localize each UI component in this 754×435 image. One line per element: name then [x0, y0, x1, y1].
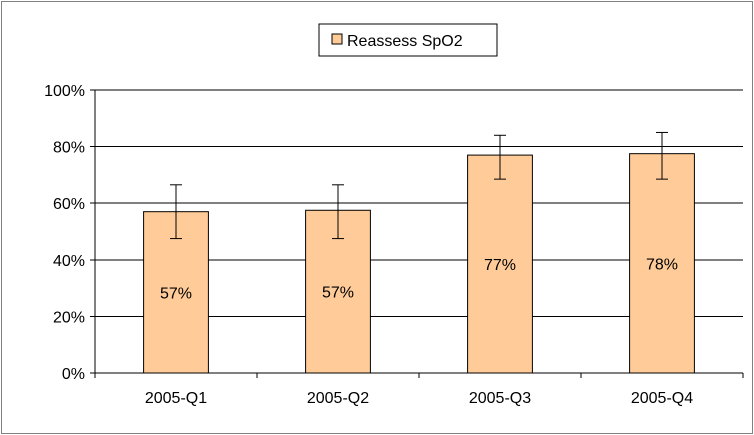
legend-box: [318, 23, 498, 57]
legend-label: Reassess SpO2: [347, 33, 463, 50]
y-tick-label: 0%: [62, 366, 85, 383]
x-tick-label: 2005-Q2: [307, 390, 369, 407]
x-tick-label: 2005-Q1: [145, 390, 207, 407]
y-tick-label: 20%: [53, 309, 85, 326]
data-label: 78%: [646, 256, 678, 273]
bar: [629, 153, 695, 374]
y-tick-label: 60%: [53, 196, 85, 213]
data-label: 57%: [322, 285, 354, 302]
y-tick-label: 80%: [53, 140, 85, 157]
bar: [467, 154, 533, 374]
legend: Reassess SpO2: [318, 23, 498, 57]
data-label: 77%: [484, 257, 516, 274]
x-tick-label: 2005-Q3: [469, 390, 531, 407]
x-tick-label: 2005-Q4: [631, 390, 693, 407]
y-tick-label: 100%: [44, 83, 85, 100]
y-tick-label: 40%: [53, 253, 85, 270]
legend-swatch: [331, 33, 343, 45]
data-label: 57%: [160, 285, 192, 302]
plot-area: 0% 20% 40% 60% 80% 100% 57% 2005-Q1 57% 2005-Q2 77…: [44, 83, 744, 407]
